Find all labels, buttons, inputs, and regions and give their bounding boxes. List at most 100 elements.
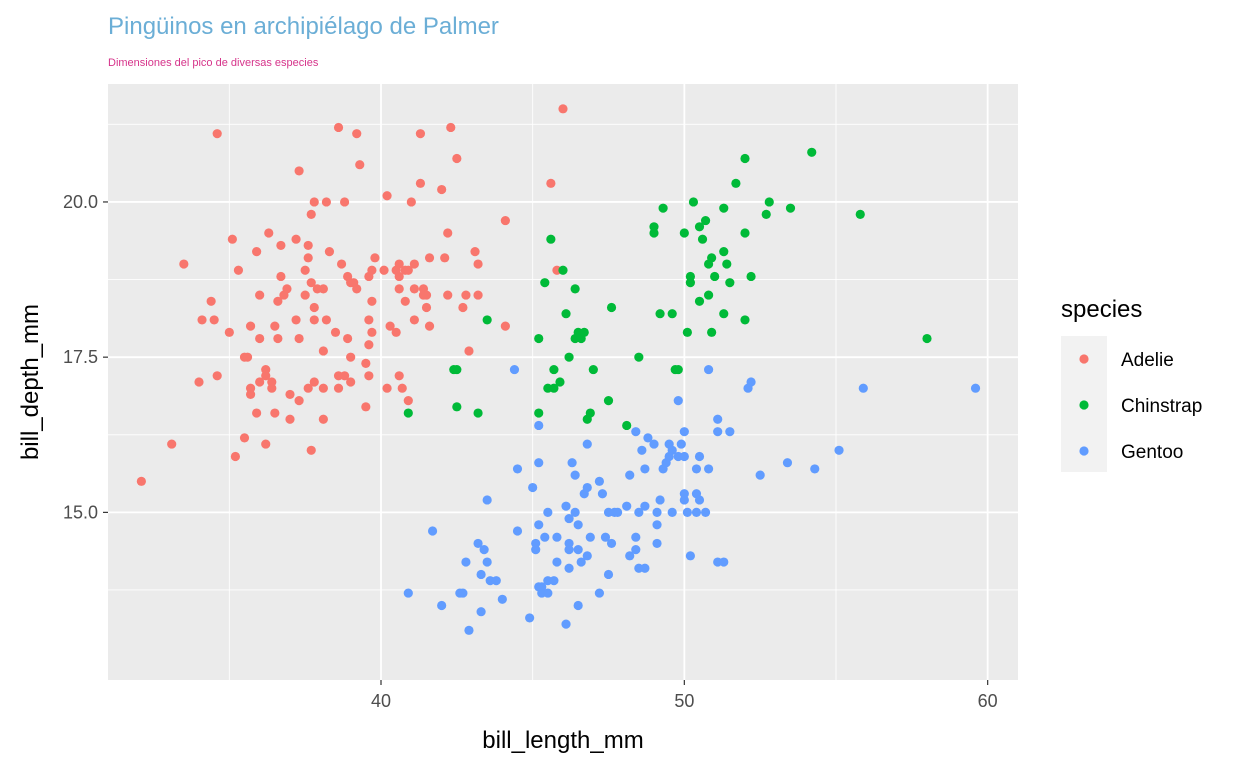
data-point [500,321,510,331]
data-point [321,197,331,207]
series-adelie [136,104,568,486]
data-point [255,377,265,387]
data-point [512,464,523,474]
data-point [585,532,595,542]
data-point [667,445,677,455]
data-point [807,147,817,157]
data-point [479,545,489,555]
data-point [764,197,774,207]
y-axis-ticks: 15.0 17.5 20.0 [63,192,108,522]
data-point [252,408,262,418]
data-point [540,278,550,288]
data-point [582,482,592,493]
data-point [667,309,677,319]
data-point [443,228,453,238]
data-point [555,377,565,387]
data-point [552,557,562,567]
data-point [394,284,404,294]
data-point [761,209,771,219]
data-point [382,383,392,393]
data-point [634,507,644,517]
data-point [300,265,310,275]
data-point [318,383,328,393]
data-point [300,290,310,300]
data-point [452,153,462,164]
data-point [625,551,635,561]
data-point [364,340,374,350]
legend-items: Adelie Chinstrap Gentoo [1079,350,1202,463]
data-point [415,178,426,188]
data-point [785,203,796,213]
data-point [594,588,605,598]
data-point [549,364,559,375]
data-point [552,532,562,542]
data-point [740,315,750,325]
data-point [731,178,741,188]
data-point [725,427,735,437]
data-point [209,315,219,325]
data-point [649,228,659,238]
data-point [676,439,686,449]
data-point [667,507,677,517]
data-point [631,532,641,542]
data-point [409,315,419,325]
data-point [691,507,702,517]
data-point [613,507,623,517]
data-point [306,209,316,219]
data-point [707,253,717,263]
data-point [361,358,371,368]
data-point [212,129,222,139]
data-point [379,265,389,275]
data-point [267,377,277,387]
data-point [355,160,365,170]
data-point [385,321,395,331]
data-point [179,259,189,269]
data-point [421,290,432,300]
data-point [606,538,617,549]
data-point [588,364,598,375]
data-point [291,234,301,244]
data-point [346,352,356,362]
data-point [167,439,177,449]
data-point [561,309,571,319]
data-point [564,538,574,549]
data-point [603,396,614,406]
data-point [294,333,304,344]
data-point [658,203,668,213]
data-point [570,284,580,294]
data-point [367,296,377,306]
data-point [491,576,501,586]
data-point [719,203,729,213]
data-point [970,383,981,393]
data-point [473,408,483,418]
data-point [464,625,474,635]
data-point [558,104,568,114]
data-point [255,290,265,300]
data-point [725,278,735,288]
data-point [291,315,301,325]
data-point [679,489,689,499]
data-point [534,420,544,431]
data-point [697,234,708,244]
data-point [394,259,404,269]
data-point [640,501,650,511]
data-point [740,228,750,238]
data-point [549,383,559,393]
data-point [452,402,462,412]
data-point [340,197,350,207]
data-point [403,265,413,275]
data-point [245,321,256,331]
data-point [245,383,256,393]
data-point [437,600,447,611]
chart-subtitle: Dimensiones del pico de diversas especie… [108,57,319,69]
data-point [704,464,714,474]
data-point [464,346,474,356]
data-point [255,333,265,344]
data-point [303,240,313,251]
data-point [634,352,644,362]
data-point [719,247,729,257]
data-point [309,302,319,313]
data-point [276,271,286,282]
data-point [573,600,583,611]
data-point [713,414,723,424]
